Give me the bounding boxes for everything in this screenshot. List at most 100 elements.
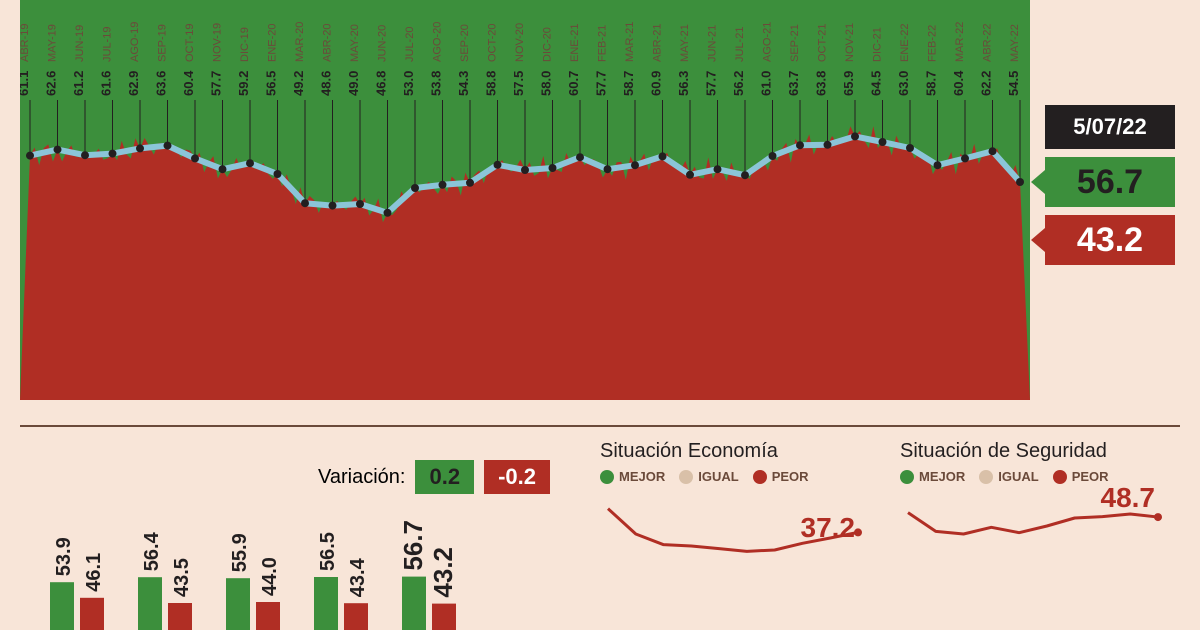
current-disapproval-badge: 43.2 — [1045, 215, 1175, 265]
svg-text:NOV-20: NOV-20 — [514, 23, 526, 62]
svg-text:DIC-20: DIC-20 — [542, 27, 554, 62]
svg-text:62.9: 62.9 — [126, 71, 141, 96]
svg-text:JUL-19: JUL-19 — [102, 27, 114, 62]
svg-text:SEP-20: SEP-20 — [459, 24, 471, 62]
svg-text:64.5: 64.5 — [869, 71, 884, 96]
svg-text:60.7: 60.7 — [566, 71, 581, 96]
svg-text:56.4: 56.4 — [141, 531, 163, 571]
variation-green: 0.2 — [415, 460, 474, 494]
economy-legend: MEJOR IGUAL PEOR — [600, 469, 880, 484]
svg-text:57.7: 57.7 — [704, 71, 719, 96]
svg-text:ABR-21: ABR-21 — [652, 23, 664, 62]
svg-text:MAY-20: MAY-20 — [349, 24, 361, 62]
svg-text:58.0: 58.0 — [539, 71, 554, 96]
svg-text:46.1: 46.1 — [83, 553, 105, 592]
svg-text:56.3: 56.3 — [676, 71, 691, 96]
dot-tan-icon — [979, 470, 993, 484]
security-title: Situación de Seguridad — [900, 440, 1180, 463]
svg-text:43.2: 43.2 — [428, 547, 458, 598]
svg-text:JUN-21: JUN-21 — [707, 25, 719, 62]
economy-title: Situación Economía — [600, 440, 880, 463]
svg-text:63.7: 63.7 — [786, 71, 801, 96]
svg-text:61.2: 61.2 — [71, 71, 86, 96]
svg-text:57.7: 57.7 — [209, 71, 224, 96]
svg-text:56.7: 56.7 — [398, 520, 428, 571]
svg-text:SEP-21: SEP-21 — [789, 24, 801, 62]
svg-text:FEB-21: FEB-21 — [597, 25, 609, 62]
svg-text:65.9: 65.9 — [841, 71, 856, 96]
svg-text:AGO-19: AGO-19 — [129, 22, 141, 62]
svg-text:OCT-19: OCT-19 — [184, 23, 196, 62]
svg-text:63.0: 63.0 — [896, 71, 911, 96]
recent-months-bars-panel: Variación: 0.2 -0.2 53.9 46.1 56.4 43.5 55.9… — [20, 440, 580, 630]
economy-end-value: 37.2 — [801, 512, 856, 544]
svg-text:61.1: 61.1 — [20, 71, 31, 96]
svg-text:SEP-19: SEP-19 — [157, 24, 169, 62]
dot-red-icon — [753, 470, 767, 484]
svg-text:NOV-19: NOV-19 — [212, 23, 224, 62]
variation-red: -0.2 — [484, 460, 550, 494]
dot-green-icon — [600, 470, 614, 484]
security-end-value: 48.7 — [1101, 482, 1156, 514]
svg-text:57.5: 57.5 — [511, 71, 526, 96]
svg-text:MAY-22: MAY-22 — [1009, 24, 1021, 62]
svg-text:61.6: 61.6 — [99, 71, 114, 96]
svg-text:53.9: 53.9 — [53, 537, 75, 576]
svg-text:ENE-21: ENE-21 — [569, 23, 581, 62]
svg-text:ENE-20: ENE-20 — [267, 23, 279, 62]
svg-text:60.9: 60.9 — [649, 71, 664, 96]
legend-mejor: MEJOR — [919, 469, 965, 484]
divider — [20, 425, 1180, 427]
svg-text:62.6: 62.6 — [44, 71, 59, 96]
legend-peor: PEOR — [772, 469, 809, 484]
approval-timeseries-chart: 61.1 ABR-19 62.6 MAY-19 61.2 JUN-19 61.6… — [20, 0, 1030, 400]
svg-text:JUN-19: JUN-19 — [74, 25, 86, 62]
svg-text:MAR-21: MAR-21 — [624, 22, 636, 62]
current-approval-badge: 56.7 — [1045, 157, 1175, 207]
svg-text:43.4: 43.4 — [347, 557, 369, 597]
svg-text:56.5: 56.5 — [264, 71, 279, 96]
legend-igual: IGUAL — [998, 469, 1038, 484]
svg-text:56.2: 56.2 — [731, 71, 746, 96]
svg-text:63.8: 63.8 — [814, 71, 829, 96]
svg-text:ABR-19: ABR-19 — [20, 23, 31, 62]
dot-tan-icon — [679, 470, 693, 484]
svg-text:57.7: 57.7 — [594, 71, 609, 96]
svg-text:63.6: 63.6 — [154, 71, 169, 96]
svg-text:OCT-20: OCT-20 — [487, 23, 499, 62]
svg-text:60.4: 60.4 — [181, 70, 196, 96]
svg-text:56.5: 56.5 — [317, 532, 339, 571]
dot-green-icon — [900, 470, 914, 484]
svg-text:58.7: 58.7 — [621, 71, 636, 96]
svg-text:54.5: 54.5 — [1006, 71, 1021, 96]
svg-text:JUL-20: JUL-20 — [404, 27, 416, 62]
svg-text:DIC-19: DIC-19 — [239, 27, 251, 62]
svg-text:AGO-21: AGO-21 — [762, 22, 774, 62]
svg-text:53.8: 53.8 — [429, 71, 444, 96]
variation-row: Variación: 0.2 -0.2 — [318, 460, 550, 494]
svg-text:46.8: 46.8 — [374, 71, 389, 96]
current-values-panel: 5/07/22 56.7 43.2 — [1045, 105, 1185, 273]
svg-text:FEB-22: FEB-22 — [927, 25, 939, 62]
svg-text:AGO-20: AGO-20 — [432, 22, 444, 62]
current-date-badge: 5/07/22 — [1045, 105, 1175, 149]
svg-text:OCT-21: OCT-21 — [817, 23, 829, 62]
svg-text:ABR-20: ABR-20 — [322, 23, 334, 62]
svg-text:59.2: 59.2 — [236, 71, 251, 96]
economy-panel: Situación Economía MEJOR IGUAL PEOR 37.2 — [580, 440, 880, 630]
svg-text:48.6: 48.6 — [319, 71, 334, 96]
svg-text:55.9: 55.9 — [229, 533, 251, 572]
svg-text:49.2: 49.2 — [291, 71, 306, 96]
svg-text:MAY-21: MAY-21 — [679, 24, 691, 62]
svg-text:JUN-20: JUN-20 — [377, 25, 389, 62]
svg-text:MAY-19: MAY-19 — [47, 24, 59, 62]
svg-text:58.7: 58.7 — [924, 71, 939, 96]
recent-bars-chart: 53.9 46.1 56.4 43.5 55.9 44.0 56.5 43.4 56.743.2 — [20, 495, 580, 630]
svg-text:MAR-20: MAR-20 — [294, 22, 306, 62]
svg-text:44.0: 44.0 — [259, 557, 281, 596]
svg-text:49.0: 49.0 — [346, 71, 361, 96]
svg-text:JUL-21: JUL-21 — [734, 27, 746, 62]
security-panel: Situación de Seguridad MEJOR IGUAL PEOR … — [880, 440, 1180, 630]
svg-text:43.5: 43.5 — [171, 558, 193, 597]
svg-text:ABR-22: ABR-22 — [982, 23, 994, 62]
